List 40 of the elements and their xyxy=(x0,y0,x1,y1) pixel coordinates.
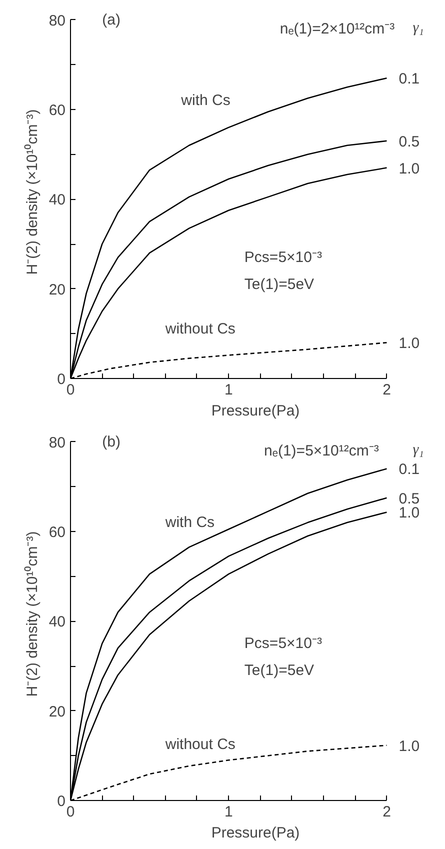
annotation: nₑ(1)=2×10¹²cm⁻³ xyxy=(280,20,395,38)
legend-title: γ₁ xyxy=(412,20,424,36)
y-axis-title: H⁻(2) density (×10¹⁰cm⁻³) xyxy=(24,531,41,697)
y-axis-title: H⁻(2) density (×10¹⁰cm⁻³) xyxy=(24,109,41,275)
y-tick-label: 20 xyxy=(48,281,66,298)
x-tick-label: 2 xyxy=(382,804,391,820)
series-label: 1.0 xyxy=(398,738,420,755)
annotation: nₑ(1)=5×10¹²cm⁻³ xyxy=(264,442,379,460)
series-label: 0.5 xyxy=(398,133,420,150)
annotation: without Cs xyxy=(164,736,236,753)
y-tick-label: 60 xyxy=(48,524,66,542)
y-tick-label: 60 xyxy=(48,102,66,120)
x-axis-title: Pressure(Pa) xyxy=(211,402,300,420)
y-tick-label: 0 xyxy=(57,371,66,388)
x-axis-title: Pressure(Pa) xyxy=(211,824,300,842)
x-tick-label: 1 xyxy=(224,804,233,820)
annotation: Te(1)=5eV xyxy=(244,276,314,293)
y-tick-label: 20 xyxy=(48,703,66,720)
annotation: without Cs xyxy=(164,320,236,338)
series-label: 1.0 xyxy=(398,504,420,522)
annotation: Pcs=5×10⁻³ xyxy=(244,635,322,652)
y-tick-label: 40 xyxy=(48,614,66,631)
annotation: Te(1)=5eV xyxy=(244,662,314,679)
x-tick-label: 1 xyxy=(224,382,233,398)
y-tick-label: 40 xyxy=(48,192,66,209)
annotation: Pcs=5×10⁻³ xyxy=(244,248,322,266)
series-label: 0.1 xyxy=(398,461,420,478)
series-label: 0.5 xyxy=(398,490,420,508)
series-label: 1.0 xyxy=(398,160,420,178)
annotation: with Cs xyxy=(180,92,230,110)
legend-title: γ₁ xyxy=(412,442,424,458)
series-label: 1.0 xyxy=(398,335,420,352)
series-label: 0.1 xyxy=(398,70,420,88)
y-tick-label: 80 xyxy=(48,434,66,452)
annotation: (b) xyxy=(102,433,120,450)
y-tick-label: 80 xyxy=(48,12,66,30)
annotation: (a) xyxy=(102,11,120,28)
x-tick-label: 2 xyxy=(382,382,391,398)
annotation: with Cs xyxy=(164,514,215,532)
y-tick-label: 0 xyxy=(57,793,66,810)
